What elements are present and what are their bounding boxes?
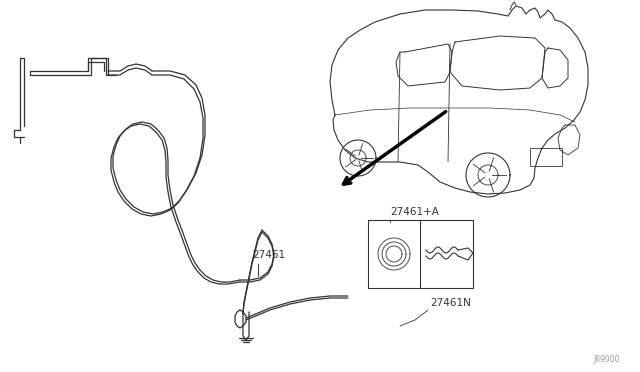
Text: 27461+A: 27461+A [390,207,439,217]
Text: J89000: J89000 [593,355,620,364]
Bar [368,220,473,288]
Text: 27461: 27461 [252,250,285,260]
Bar [530,148,562,166]
Text: 27461N: 27461N [430,298,471,308]
